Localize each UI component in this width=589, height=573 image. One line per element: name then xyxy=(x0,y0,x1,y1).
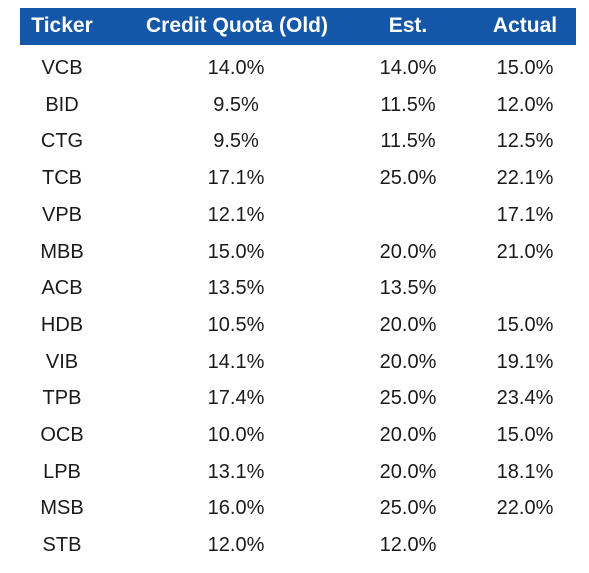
percentage-cell: 12.5% xyxy=(496,130,554,153)
percentage-cell: 20.0% xyxy=(379,240,437,263)
ticker: LPB xyxy=(43,460,81,483)
percentage-cell: 14.0% xyxy=(207,57,265,79)
percentage-cell: 15.0% xyxy=(496,57,554,79)
percentage-cell: 22.1% xyxy=(496,167,554,190)
percentage-cell: 11.5% xyxy=(380,93,436,116)
percentage-cell: 12.0% xyxy=(207,534,265,557)
percentage-cell: 20.0% xyxy=(379,460,437,483)
percentage-cell: 25.0% xyxy=(379,167,437,190)
ticker: TPB xyxy=(42,387,82,410)
column-header: Actual xyxy=(492,14,558,37)
ticker: TCB xyxy=(42,167,82,190)
percentage-cell: 14.1% xyxy=(207,350,265,373)
percentage-cell: 13.1% xyxy=(207,460,265,483)
percentage-cell: 19.1% xyxy=(496,350,554,373)
column-header: Ticker xyxy=(31,14,93,37)
percentage-cell: 13.5% xyxy=(207,277,265,300)
percentage-cell: 9.5% xyxy=(213,93,259,116)
percentage-cell: 18.1% xyxy=(496,460,554,483)
percentage-cell: 17.1% xyxy=(207,167,265,190)
percentage-cell: 21.0% xyxy=(496,240,554,263)
ticker: MSB xyxy=(40,497,84,520)
percentage-cell: 14.0% xyxy=(379,57,437,79)
percentage-cell: 25.0% xyxy=(379,497,437,520)
percentage-cell: 13.5% xyxy=(379,277,437,300)
percentage-cell: 10.5% xyxy=(207,313,265,336)
percentage-cell: 17.1% xyxy=(496,203,554,226)
percentage-cell: 12.0% xyxy=(496,93,554,116)
ticker: VPB xyxy=(41,203,83,226)
percentage-cell: 25.0% xyxy=(379,387,437,410)
ticker: HDB xyxy=(40,313,84,336)
ticker: STB xyxy=(42,534,82,557)
percentage-cell: 15.0% xyxy=(496,313,554,336)
percentage-cell: 15.0% xyxy=(496,424,554,446)
ticker: VCB xyxy=(41,57,83,79)
ticker: ACB xyxy=(41,277,83,300)
percentage-cell: 20.0% xyxy=(379,350,437,373)
percentage-cell: 20.0% xyxy=(379,313,437,336)
percentage-cell: 17.4% xyxy=(207,387,265,410)
percentage-cell: 23.4% xyxy=(496,387,554,410)
column-header: Est. xyxy=(388,14,428,37)
percentage-cell: 11.5% xyxy=(380,130,436,153)
percentage-cell: 12.0% xyxy=(379,534,437,557)
ticker: BID xyxy=(45,93,79,116)
percentage-cell: 9.5% xyxy=(213,130,259,153)
percentage-cell: 20.0% xyxy=(379,424,437,446)
percentage-cell: 16.0% xyxy=(207,497,265,520)
ticker: VIB xyxy=(45,350,79,373)
ticker: CTG xyxy=(40,130,84,153)
column-header: Credit Quota (Old) xyxy=(146,14,328,37)
percentage-cell: 15.0% xyxy=(207,240,265,263)
percentage-cell: 12.1% xyxy=(207,203,265,226)
header-bar xyxy=(20,8,576,45)
ticker: OCB xyxy=(40,424,84,446)
ticker: MBB xyxy=(40,240,84,263)
percentage-cell: 10.0% xyxy=(207,424,265,446)
percentage-cell: 22.0% xyxy=(496,497,554,520)
